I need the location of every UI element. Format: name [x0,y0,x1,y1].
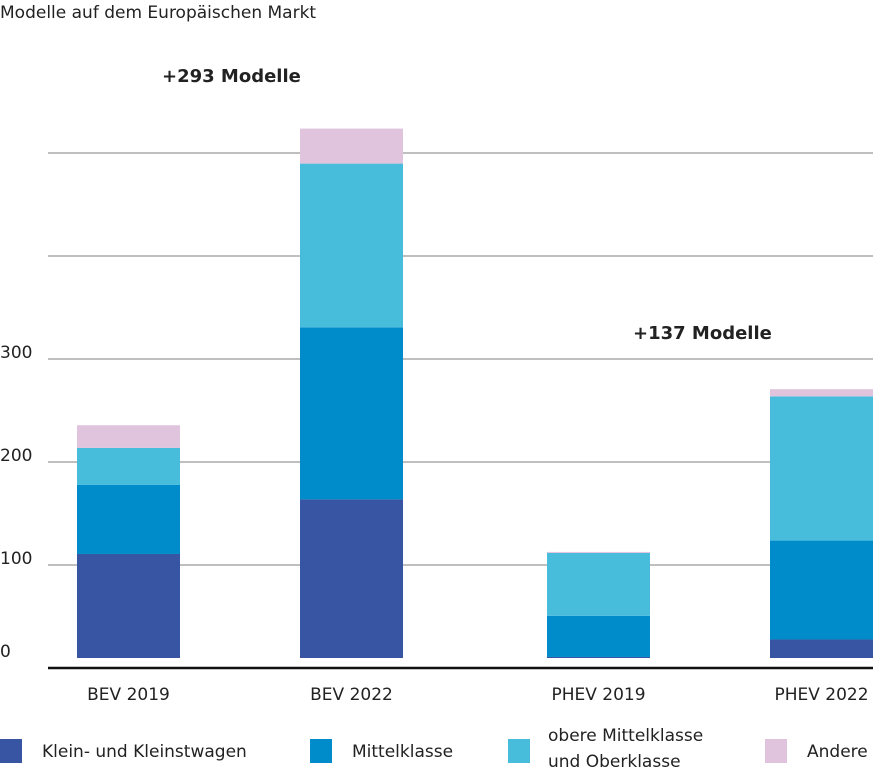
bar-segment [770,639,873,658]
legend-swatch [508,739,530,763]
bar-segment [77,447,180,485]
chart-title: Modelle auf dem Europäischen Markt [0,3,316,23]
bar-segment [300,499,403,658]
x-tick-label: PHEV 2022 [774,685,868,705]
bar-segment [300,163,403,328]
y-tick-label: 200 [0,446,32,466]
legend-swatch [0,739,22,763]
bar-segment [547,656,650,658]
x-tick-label: BEV 2019 [87,685,170,705]
legend-label: Mittelklasse [352,742,453,762]
legend-label: Andere [807,742,868,762]
bar-segment [77,484,180,554]
legend-swatch [765,739,787,763]
x-tick-label: PHEV 2019 [551,685,645,705]
y-tick-label: 0 [0,642,11,662]
bar-segment [300,128,403,164]
bar-segment [770,540,873,640]
bar-segment [77,553,180,658]
bar-segment [547,615,650,657]
bar-segment [770,389,873,397]
legend-label: Klein- und Kleinstwagen [42,742,247,762]
legend-label: und Oberklasse [548,752,681,770]
y-tick-label: 300 [0,343,32,363]
legend: Klein- und Kleinstwagen Mittelklasse obere… [0,726,868,770]
legend-swatch [310,739,332,763]
y-tick-label: 100 [0,549,32,569]
legend-label: obere Mittelklasse [548,726,703,746]
bar-segment [770,396,873,541]
x-tick-label: BEV 2022 [310,685,393,705]
bar-segment [77,425,180,448]
bar-segment [547,552,650,616]
annotation-phev: +137 Modelle [633,323,772,344]
bar-segment [547,551,650,553]
annotation-bev: +293 Modelle [162,66,301,87]
bar-segment [300,327,403,500]
